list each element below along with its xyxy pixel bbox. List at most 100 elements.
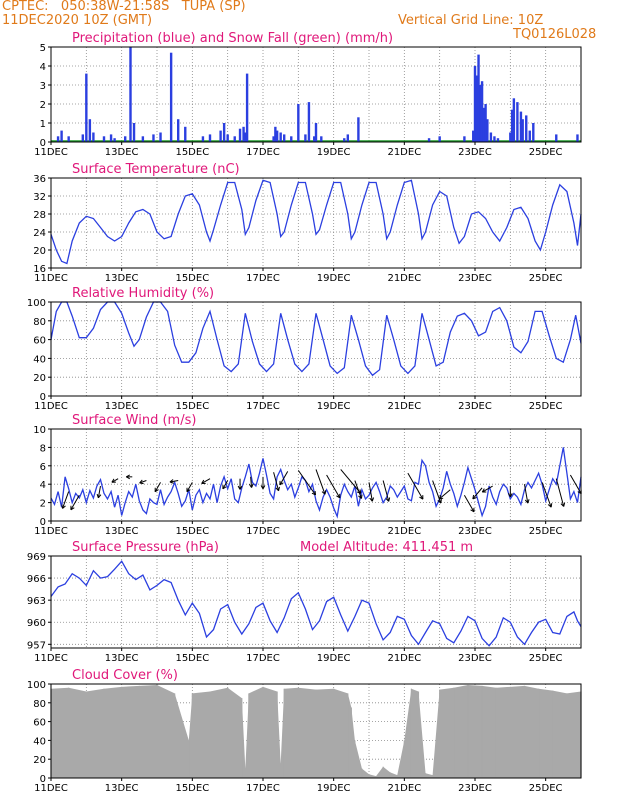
precip-bar [304, 134, 307, 142]
precip-bar [226, 134, 229, 142]
cloud-bar [280, 763, 282, 778]
precip-bar [528, 130, 531, 142]
wind-arrow-shaft [555, 478, 565, 507]
wind-arrow [541, 482, 553, 508]
x-tick-label: 11DEC [34, 526, 68, 537]
precip-bar [238, 128, 242, 142]
x-tick-label: 21DEC [387, 273, 421, 284]
precip-bar [242, 126, 245, 142]
cloud-bar [85, 691, 87, 778]
wind-arrow-shaft [438, 489, 451, 500]
plot-frame [50, 555, 582, 649]
cloud-bar [396, 775, 398, 778]
panel-title: Relative Humidity (%) [72, 286, 214, 301]
wind-arrow [368, 482, 375, 502]
wind-arrow-head [324, 490, 327, 495]
precip-bar [124, 136, 127, 142]
x-tick-label: 19DEC [317, 273, 351, 284]
precip-bar [438, 136, 441, 142]
y-tick-label: 8 [40, 443, 46, 454]
cloud-bar [368, 774, 370, 778]
wind-arrow-shaft [340, 469, 362, 494]
precip-bar [109, 134, 113, 142]
cloud-bar [403, 740, 405, 778]
precip-bar [222, 123, 226, 142]
precip-bar [275, 130, 279, 142]
panel-6: 0 20 40 60 80 100 11DEC 13DEC 15DEC 17DEC 19DEC 21D… [27, 668, 582, 794]
cloud-bar [350, 707, 352, 778]
y-tick-label: 60 [33, 718, 46, 729]
precip-bar [489, 132, 493, 142]
wind-arrow-shaft [297, 470, 316, 496]
precip-bar [475, 75, 478, 142]
wind-arrow [70, 494, 80, 511]
panel-3: 0 20 40 60 80 100 11DEC 13DEC 15DEC 17DEC 19DEC 21D… [27, 286, 582, 412]
wind-arrow-shaft [326, 474, 341, 499]
cloud-bar [354, 740, 356, 778]
precip-bar [313, 136, 316, 142]
plot-border [50, 555, 582, 649]
wind-arrow-head [70, 507, 75, 511]
cloud-bar [121, 686, 123, 778]
wind-arrow [273, 472, 280, 492]
wind-arrow-head [262, 485, 266, 490]
wind-arrow-head [481, 488, 485, 493]
cloud-bar [566, 693, 568, 778]
y-tick-label: 6 [40, 462, 46, 473]
wind-arrow-head [186, 489, 191, 493]
precip-bar [132, 123, 136, 142]
cloud-bar [361, 768, 363, 778]
precip-bar [519, 111, 523, 142]
x-tick-label: 19DEC [317, 783, 351, 794]
wind-arrow-head [524, 499, 529, 504]
wind-arrow-shaft [169, 480, 179, 483]
wind-arrow [169, 479, 179, 484]
panel-title: Surface Wind (m/s) [72, 413, 196, 428]
x-tick-label: 21DEC [387, 401, 421, 412]
header-grid-note: Vertical Grid Line: 10Z [398, 13, 544, 28]
precip-bar [496, 138, 500, 142]
wind-arrow-head [369, 497, 373, 502]
wind-arrow-head [527, 499, 530, 504]
cloud-bar [276, 691, 278, 778]
header-model-code: TQ0126L028 [513, 27, 597, 42]
precip-bar [320, 136, 323, 142]
y-tick-label: 16 [33, 264, 46, 275]
wind-arrow-head [550, 503, 553, 508]
x-tick-label: 15DEC [175, 783, 209, 794]
y-tick-label: 24 [33, 228, 46, 239]
precip-bar [480, 81, 484, 142]
wind-arrow-head [61, 504, 64, 509]
y-tick-label: 20 [33, 246, 46, 257]
precip-bar [307, 102, 311, 142]
wind-arrow-head [62, 505, 66, 509]
wind-arrow [326, 474, 341, 499]
wind-arrow-head [222, 486, 227, 490]
precip-bar [244, 132, 247, 142]
x-tick-label: 21DEC [387, 147, 421, 158]
cloud-bar [467, 684, 469, 778]
y-tick-label: 40 [33, 736, 46, 747]
wind-arrow [382, 480, 391, 502]
wind-arrow-shaft [139, 480, 147, 484]
y-tick-label: 100 [27, 298, 46, 309]
wind-arrow [297, 470, 317, 496]
y-tick-label: 963 [27, 596, 46, 607]
cloud-bar [453, 687, 455, 778]
wind-arrow-head [547, 504, 552, 508]
precip-bar [245, 73, 249, 142]
wind-arrow [279, 471, 289, 486]
y-tick-label: 10 [33, 425, 46, 436]
x-tick-label: 11DEC [34, 783, 68, 794]
wind-arrow-shaft [279, 471, 289, 486]
y-tick-label: 0 [40, 774, 46, 785]
plot-frame [50, 428, 582, 522]
precip-bar [129, 47, 132, 142]
y-tick-label: 20 [33, 373, 46, 384]
cloud-bar [244, 768, 246, 778]
precip-bar [113, 138, 116, 142]
wind-arrow [248, 476, 254, 488]
x-tick-label: 17DEC [246, 401, 280, 412]
wind-arrow-head [388, 497, 391, 502]
wind-arrow-head [169, 479, 174, 483]
